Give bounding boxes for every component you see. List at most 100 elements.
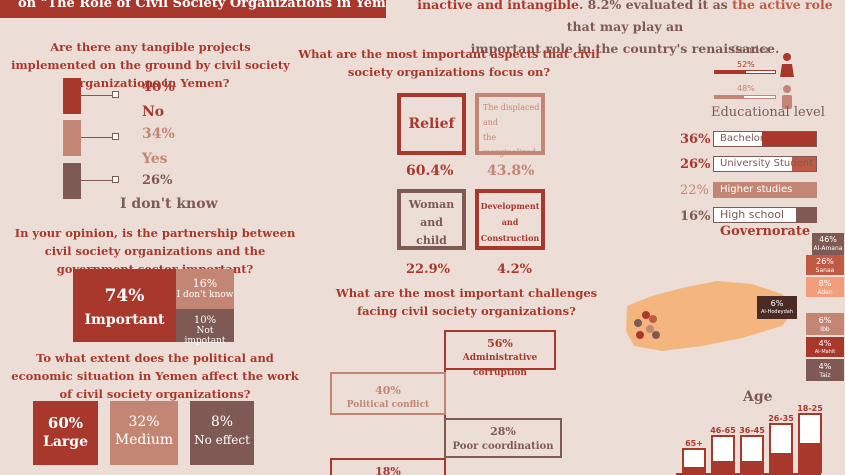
- situation-medium-box: 32% Medium: [110, 401, 178, 465]
- edu-bar-2: Higher studies: [713, 182, 817, 198]
- aspect-displaced-label-2: and: [483, 118, 499, 127]
- challenge-conflict-label: Political conflict: [346, 400, 430, 410]
- gov-flag-6: 4% Taiz: [806, 359, 844, 381]
- intro-line1-hl: the active role: [732, 0, 833, 12]
- gov-flag-0: 46% Al-Amana: [812, 233, 844, 255]
- challenge-coordination-label: Poor coordination: [452, 441, 554, 452]
- partnership-notimp-box: 10% Not impotant: [176, 309, 234, 346]
- edu-pct-2: 22%: [680, 183, 709, 198]
- aspect-woman-pct: 22.9%: [406, 262, 451, 277]
- tangible-line-no: [81, 95, 113, 96]
- situation-large-box: 60% Large: [33, 401, 98, 465]
- age-column: [711, 435, 735, 473]
- edu-pct-1: 26%: [680, 157, 711, 172]
- tangible-bar-yes: [63, 120, 81, 156]
- tangible-line-yes: [81, 137, 113, 138]
- gov-name-6: Taiz: [819, 372, 831, 379]
- intro-line1-c: that may play an: [566, 19, 684, 34]
- aspect-dev-label-3: Construction: [480, 233, 540, 243]
- gender-male-fill: [715, 96, 744, 98]
- gov-name-2: Aden: [817, 289, 833, 296]
- challenge-conflict-pct: 40%: [375, 384, 401, 397]
- age-title: Age: [743, 389, 773, 405]
- aspect-displaced-label-3: the marginalized: [483, 133, 536, 157]
- age-column-fill: [742, 460, 762, 471]
- gov-pct-0: 46%: [819, 235, 837, 244]
- aspect-woman-box: Woman and child: [397, 189, 466, 250]
- age-label: 26-35: [768, 414, 794, 423]
- age-column-fill: [771, 452, 791, 471]
- intro-line2: important role in the country's renaissa…: [470, 41, 780, 56]
- aspect-dev-pct: 4.2%: [497, 262, 532, 277]
- tangible-label-no: No: [142, 104, 165, 120]
- yemen-map: [626, 281, 794, 351]
- tangible-marker-yes: [112, 133, 119, 140]
- age-column: [740, 435, 764, 473]
- gov-flag-5: 4% Al-Mahit: [806, 337, 844, 357]
- gov-pct-1: 26%: [816, 257, 834, 266]
- challenge-corruption: 56% Administrative corruption: [444, 330, 556, 378]
- age-label: 18-25: [797, 404, 823, 413]
- intro-line1-pct: 8.2%: [587, 0, 622, 12]
- gov-name-3: Al-Hodeydah: [760, 309, 794, 315]
- aspect-relief-pct: 60.4%: [406, 163, 454, 179]
- partnership-dontknow-pct: 16%: [192, 277, 218, 290]
- intro-line1-b: evaluated it as: [625, 0, 728, 12]
- gov-flag-1: 26% Sanaa: [806, 255, 844, 275]
- gender-male-pct: 48%: [737, 84, 755, 93]
- situation-noeffect-box: 8% No effect: [190, 401, 254, 465]
- age-label: 46-65: [710, 426, 736, 435]
- partnership-important-box: 74% Important: [73, 269, 176, 342]
- aspect-woman-label-2: and: [420, 216, 443, 229]
- partnership-important-pct: 74%: [104, 286, 145, 306]
- edu-bar-3: High school: [713, 207, 817, 223]
- challenge-coordination-pct: 28%: [490, 425, 516, 438]
- gov-pct-6: 4%: [818, 362, 832, 371]
- intro-text: inactive and intangible. 8.2% evaluated …: [405, 0, 845, 60]
- gov-name-0: Al-Amana: [813, 245, 843, 252]
- female-icon: [780, 53, 794, 77]
- tangible-pct-dontknow: 26%: [142, 173, 173, 188]
- gov-flag-4: 6% Ibb: [806, 313, 844, 335]
- challenge-other: 18%: [330, 458, 446, 475]
- challenge-corruption-pct: 56%: [487, 337, 513, 350]
- partnership-important-label: Important: [84, 312, 165, 328]
- gender-female-track: [714, 70, 776, 74]
- challenge-other-pct: 18%: [375, 465, 401, 475]
- gov-name-1: Sanaa: [815, 267, 835, 274]
- situation-noeffect-pct: 8%: [210, 414, 234, 430]
- age-column-fill: [684, 466, 704, 471]
- gender-title: Gender: [731, 44, 771, 56]
- age-column: [798, 413, 822, 473]
- gov-pct-2: 8%: [818, 279, 832, 288]
- edu-pct-0: 36%: [680, 132, 711, 147]
- gender-male-track: [714, 95, 776, 99]
- challenge-corruption-label: Administrative corruption: [462, 353, 538, 378]
- aspect-dev-box: Development and Construction: [475, 189, 545, 250]
- gov-pct-4: 6%: [818, 316, 832, 325]
- tangible-pct-no: 40%: [142, 79, 175, 95]
- situation-noeffect-label: No effect: [194, 433, 250, 447]
- partnership-notimp-pct: 10%: [193, 315, 217, 326]
- edu-label-1: University Student: [720, 158, 813, 169]
- tangible-line-dontknow: [81, 180, 113, 181]
- challenge-coordination: 28% Poor coordination: [444, 418, 562, 458]
- situation-medium-label: Medium: [114, 432, 174, 448]
- challenge-conflict: 40% Political conflict: [330, 372, 446, 415]
- partnership-dontknow-label: I don't know: [176, 290, 234, 300]
- age-chart: 65+ 46-65 36-45 26-35 18-25: [676, 404, 823, 475]
- aspect-dev-label-1: Development: [480, 201, 540, 211]
- aspect-relief-label: Relief: [408, 116, 455, 132]
- situation-large-label: Large: [43, 434, 88, 450]
- age-label: 65+: [685, 439, 703, 448]
- situation-medium-pct: 32%: [128, 414, 160, 430]
- gov-flag-2: 8% Aden: [806, 277, 844, 297]
- edu-bar-1: University Student: [713, 156, 817, 172]
- aspect-displaced-label-1: The displaced: [483, 103, 540, 112]
- aspect-relief-box: Relief: [397, 93, 466, 155]
- gov-name-5: Al-Mahit: [814, 349, 836, 355]
- age-column: [769, 423, 793, 473]
- male-icon: [782, 85, 792, 109]
- page-title: on "The Role of Civil Society Organizati…: [0, 0, 386, 18]
- tangible-label-dontknow: I don't know: [120, 196, 218, 212]
